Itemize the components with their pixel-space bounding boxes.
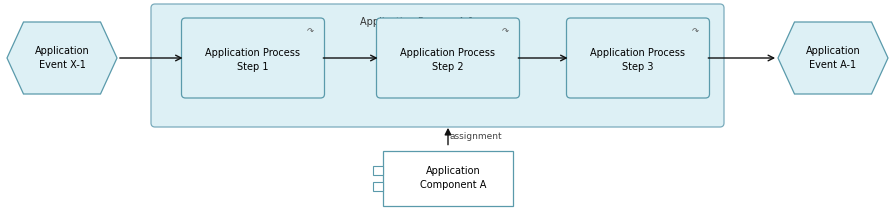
Text: assignment: assignment (449, 132, 502, 141)
Text: ↷: ↷ (502, 27, 509, 36)
FancyBboxPatch shape (151, 4, 723, 127)
Polygon shape (777, 22, 887, 94)
FancyBboxPatch shape (376, 18, 519, 98)
Text: Application Process A-1: Application Process A-1 (360, 17, 474, 27)
Text: ↷: ↷ (691, 27, 698, 36)
Bar (383, 151, 512, 206)
Text: Application Process
Step 3: Application Process Step 3 (590, 48, 685, 72)
Text: ↷: ↷ (307, 27, 314, 36)
Text: Application
Component A: Application Component A (419, 166, 485, 190)
Bar (373, 181, 383, 191)
Text: Application Process
Step 1: Application Process Step 1 (206, 48, 300, 72)
FancyBboxPatch shape (181, 18, 325, 98)
Text: Application Process
Step 2: Application Process Step 2 (400, 48, 495, 72)
Text: ↷: ↷ (702, 17, 709, 27)
Text: Application
Event X-1: Application Event X-1 (35, 46, 89, 70)
Text: Application
Event A-1: Application Event A-1 (805, 46, 859, 70)
FancyBboxPatch shape (566, 18, 709, 98)
Bar (373, 166, 383, 175)
Polygon shape (7, 22, 117, 94)
